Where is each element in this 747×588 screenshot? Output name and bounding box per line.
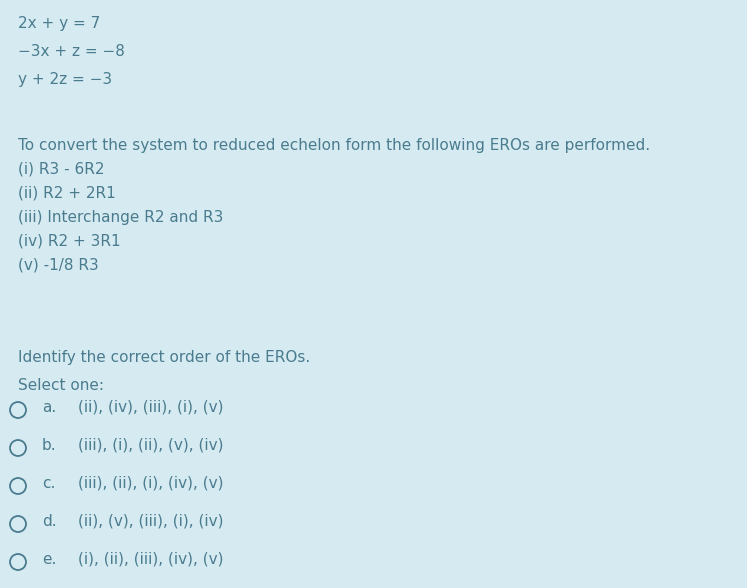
Text: (iii), (i), (ii), (v), (iv): (iii), (i), (ii), (v), (iv) (78, 438, 223, 453)
Text: (ii), (v), (iii), (i), (iv): (ii), (v), (iii), (i), (iv) (78, 514, 223, 529)
Text: To convert the system to reduced echelon form the following EROs are performed.: To convert the system to reduced echelon… (18, 138, 650, 153)
Text: (iii) Interchange R2 and R3: (iii) Interchange R2 and R3 (18, 210, 223, 225)
Text: y + 2z = −3: y + 2z = −3 (18, 72, 112, 87)
Text: (v) -1/8 R3: (v) -1/8 R3 (18, 258, 99, 273)
Text: b.: b. (42, 438, 57, 453)
Text: Identify the correct order of the EROs.: Identify the correct order of the EROs. (18, 350, 310, 365)
Text: (i), (ii), (iii), (iv), (v): (i), (ii), (iii), (iv), (v) (78, 552, 223, 567)
Text: a.: a. (42, 400, 56, 415)
Text: −3x + z = −8: −3x + z = −8 (18, 44, 125, 59)
Text: (ii), (iv), (iii), (i), (v): (ii), (iv), (iii), (i), (v) (78, 400, 223, 415)
Text: (iii), (ii), (i), (iv), (v): (iii), (ii), (i), (iv), (v) (78, 476, 223, 491)
Text: (iv) R2 + 3R1: (iv) R2 + 3R1 (18, 234, 120, 249)
Text: (i) R3 - 6R2: (i) R3 - 6R2 (18, 162, 105, 177)
Text: d.: d. (42, 514, 57, 529)
Text: (ii) R2 + 2R1: (ii) R2 + 2R1 (18, 186, 116, 201)
Text: c.: c. (42, 476, 55, 491)
Text: e.: e. (42, 552, 56, 567)
Text: Select one:: Select one: (18, 378, 104, 393)
Text: 2x + y = 7: 2x + y = 7 (18, 16, 100, 31)
